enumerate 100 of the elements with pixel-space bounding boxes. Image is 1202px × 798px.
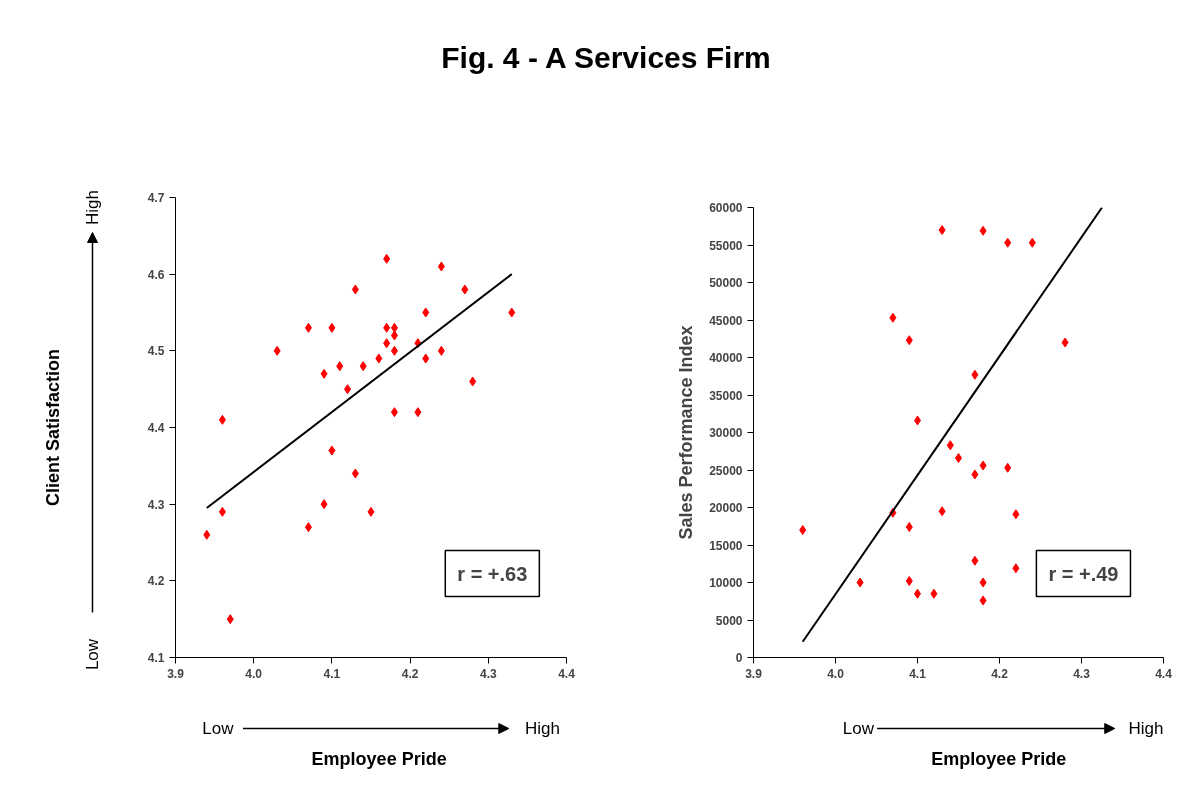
point [905, 576, 913, 586]
point [344, 384, 352, 395]
x-tick-label: 4.3 [1073, 666, 1091, 681]
y-tick-label: 15000 [709, 538, 743, 553]
point [359, 361, 367, 372]
y-tick-label: 60000 [709, 201, 743, 215]
y-tick-label: 4.7 [147, 191, 165, 205]
point [889, 312, 897, 323]
point [955, 453, 962, 463]
y-tick-label: 10000 [709, 576, 743, 590]
point [1004, 462, 1012, 473]
x-tick-label: 4.3 [479, 666, 497, 681]
annotation: r = +.49 [1048, 562, 1119, 585]
y-tick-label: 30000 [709, 426, 743, 440]
text: High [83, 190, 102, 225]
point [461, 284, 469, 295]
point [979, 225, 987, 236]
point [469, 376, 477, 387]
point [304, 522, 312, 533]
point [390, 407, 398, 418]
y-tick-label: 4.5 [147, 344, 165, 359]
point [273, 345, 281, 356]
text: High [1128, 719, 1164, 738]
text: Low [842, 719, 875, 738]
point [979, 577, 987, 588]
point [905, 335, 913, 346]
x-tick-label: 4.4 [558, 666, 576, 681]
x-tick-label: 4.4 [1155, 666, 1173, 681]
y-tick-label: 4.6 [147, 267, 165, 282]
point [938, 506, 946, 517]
point [971, 369, 979, 380]
point [905, 522, 913, 532]
y-tick-label: 4.4 [147, 421, 165, 435]
x-tick-label: 4.1 [323, 666, 341, 681]
point [971, 469, 979, 480]
point [856, 577, 864, 588]
text: Low [202, 719, 235, 738]
text: Low [83, 638, 102, 671]
y-tick-label: 0 [735, 651, 743, 665]
point [328, 445, 336, 456]
point [218, 414, 226, 425]
point [383, 338, 391, 349]
y-tick-label: 4.3 [147, 497, 165, 512]
point [351, 468, 359, 479]
point [226, 614, 234, 625]
point [328, 322, 336, 333]
chart-title: Fig. 4 - A Services Firm [441, 40, 771, 76]
y-tick-label: 35000 [709, 388, 743, 403]
point [383, 253, 391, 264]
point [383, 322, 391, 333]
x-tick-label: 3.9 [167, 666, 185, 681]
y-tick-label: 5000 [715, 613, 743, 628]
point [336, 361, 344, 372]
y-tick-label: 25000 [709, 463, 743, 478]
point [320, 368, 328, 379]
point [799, 525, 807, 535]
point [422, 307, 430, 318]
point [320, 499, 328, 510]
x-tick-label: 3.9 [745, 666, 763, 681]
point [971, 555, 979, 566]
point [1061, 337, 1069, 348]
y-tick-label: 40000 [709, 351, 743, 365]
point [414, 407, 422, 418]
point [1012, 563, 1020, 574]
point [946, 440, 954, 451]
point [1012, 509, 1020, 520]
annotation: r = +.63 [457, 562, 528, 585]
y-axis-title: Sales Performance Index [676, 325, 697, 540]
point [422, 353, 430, 364]
point [304, 322, 312, 333]
y-tick-label: 4.1 [147, 651, 165, 665]
x-tick-label: 4.0 [827, 666, 845, 681]
point [390, 345, 398, 356]
point [218, 506, 226, 517]
point [437, 261, 445, 272]
point [938, 225, 946, 235]
y-tick-label: 20000 [709, 501, 743, 515]
text: High [525, 719, 561, 738]
y-tick-label: 50000 [709, 276, 743, 290]
point [979, 595, 987, 606]
x-tick-label: 4.2 [401, 666, 419, 681]
y-tick-label: 55000 [709, 238, 743, 253]
y-tick-label: 4.2 [147, 574, 165, 589]
point [508, 307, 516, 318]
point [930, 588, 938, 599]
x-axis-title: Employee Pride [931, 748, 1067, 769]
point [351, 284, 359, 295]
x-axis-title: Employee Pride [311, 748, 447, 769]
y-tick-label: 45000 [709, 313, 743, 328]
point [367, 506, 375, 517]
point [203, 529, 211, 540]
point [1028, 237, 1036, 248]
point [390, 322, 398, 333]
x-tick-label: 4.2 [991, 666, 1009, 681]
x-tick-label: 4.0 [245, 666, 263, 681]
x-tick-label: 4.1 [909, 666, 927, 681]
point [1004, 237, 1012, 248]
point [390, 330, 398, 341]
point [375, 353, 383, 364]
point [437, 345, 445, 356]
